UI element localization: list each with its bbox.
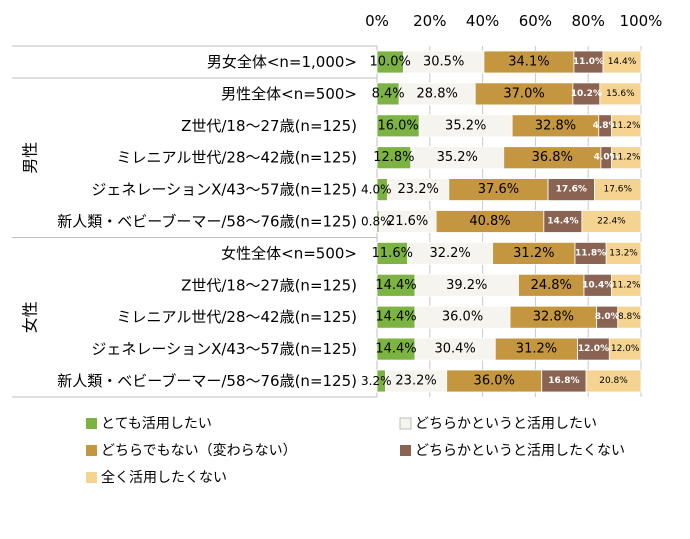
data-label: 23.2% (395, 374, 436, 389)
category-label: 新人類・ベビーブーマー/58～76歳(n=125) (57, 213, 357, 231)
data-label: 35.2% (437, 150, 478, 165)
data-label: 39.2% (446, 278, 487, 293)
category-label: 新人類・ベビーブーマー/58～76歳(n=125) (57, 372, 357, 390)
bar-segment (594, 178, 642, 202)
data-label: 32.8% (535, 118, 576, 133)
data-label: 34.1% (508, 55, 549, 70)
legend-swatch (86, 472, 97, 483)
legend-swatch (86, 445, 97, 456)
data-label: 36.0% (442, 310, 483, 325)
data-label: 11.2% (612, 280, 641, 290)
x-tick-label: 40% (466, 12, 499, 30)
legend-swatch (400, 445, 411, 456)
x-tick-label: 60% (519, 12, 552, 30)
data-label: 10.0% (370, 55, 411, 70)
data-label: 11.2% (612, 153, 641, 163)
data-label: 4.0% (594, 153, 619, 163)
data-label: 10.2% (571, 89, 602, 99)
data-label: 11.8% (575, 248, 606, 258)
data-label: 3.2% (361, 374, 392, 388)
bar-segment (611, 146, 642, 170)
data-label: 12.8% (373, 150, 414, 165)
data-label: 24.8% (531, 278, 572, 293)
data-label: 10.4% (582, 280, 613, 290)
category-label: ジェネレーションX/43～57歳(n=125) (91, 340, 357, 358)
legend-label: 全く活用したくない (101, 469, 227, 486)
data-label: 8.0% (595, 312, 620, 322)
data-label: 36.8% (532, 150, 573, 165)
bar-segment (581, 210, 642, 233)
category-label: 女性全体<n=500> (221, 244, 357, 262)
data-label: 17.6% (556, 185, 587, 195)
category-label: 男女全体<n=1,000> (207, 53, 357, 71)
legend-label: どちらかというと活用したくない (415, 443, 625, 459)
data-label: 28.8% (417, 86, 458, 101)
category-label: ジェネレーションX/43～57歳(n=125) (91, 181, 357, 199)
data-label: 15.6% (606, 89, 635, 99)
bar-segment (611, 114, 642, 138)
data-label: 12.0% (611, 344, 640, 354)
category-label: ミレニアル世代/28～42歳(n=125) (117, 308, 358, 326)
category-label: Z世代/18～27歳(n=125) (181, 117, 357, 135)
bar-segment (605, 241, 642, 265)
category-label: ミレニアル世代/28～42歳(n=125) (117, 149, 358, 167)
data-label: 11.2% (612, 121, 641, 131)
data-label: 17.6% (603, 185, 632, 195)
legend-swatch (86, 418, 97, 429)
data-label: 23.2% (398, 182, 439, 197)
data-label: 0.8% (361, 215, 392, 229)
data-label: 35.2% (445, 118, 486, 133)
data-label: 14.4% (375, 278, 416, 293)
legend-label: とても活用したい (101, 416, 212, 432)
data-label: 36.0% (474, 374, 515, 389)
x-tick-label: 20% (413, 12, 446, 30)
data-label: 37.6% (478, 182, 519, 197)
data-label: 12.0% (578, 344, 609, 354)
data-label: 31.2% (516, 342, 557, 357)
bar-segment (602, 50, 642, 74)
data-label: 4.0% (361, 183, 392, 197)
data-label: 21.6% (387, 214, 428, 229)
bar-segment (617, 305, 642, 329)
data-label: 32.2% (429, 246, 470, 261)
x-tick-label: 0% (365, 12, 389, 30)
data-label: 14.4% (375, 310, 416, 325)
data-label: 8.8% (618, 312, 641, 322)
bar-segment (611, 273, 642, 297)
group-label: 男性 (21, 142, 40, 174)
bar-segment (585, 369, 642, 393)
data-label: 14.4% (608, 57, 637, 67)
bar-segment (608, 337, 642, 361)
legend-swatch (399, 417, 412, 430)
data-label: 40.8% (469, 214, 510, 229)
data-label: 30.5% (423, 55, 464, 70)
data-label: 11.0% (573, 57, 604, 67)
data-label: 20.8% (599, 376, 628, 386)
data-label: 32.8% (533, 310, 574, 325)
data-label: 16.0% (377, 118, 418, 133)
bar-segment (599, 82, 642, 106)
category-label: 男性全体<n=500> (221, 85, 357, 103)
data-label: 16.8% (548, 376, 579, 386)
category-label: Z世代/18～27歳(n=125) (181, 276, 357, 294)
x-tick-label: 80% (572, 12, 605, 30)
legend-label: どちらかというと活用したい (415, 416, 597, 432)
data-label: 4.8% (593, 121, 618, 131)
legend-label: どちらでもない（変わらない） (101, 442, 297, 459)
x-tick-label: 100% (620, 12, 663, 30)
data-label: 8.4% (372, 86, 405, 101)
data-label: 11.6% (372, 246, 413, 261)
data-label: 14.4% (547, 217, 578, 227)
data-label: 13.2% (609, 248, 638, 258)
data-label: 30.4% (434, 342, 475, 357)
group-label: 女性 (21, 301, 40, 333)
data-label: 14.4% (375, 342, 416, 357)
data-label: 31.2% (513, 246, 554, 261)
data-label: 22.4% (597, 217, 626, 227)
data-label: 37.0% (503, 86, 544, 101)
